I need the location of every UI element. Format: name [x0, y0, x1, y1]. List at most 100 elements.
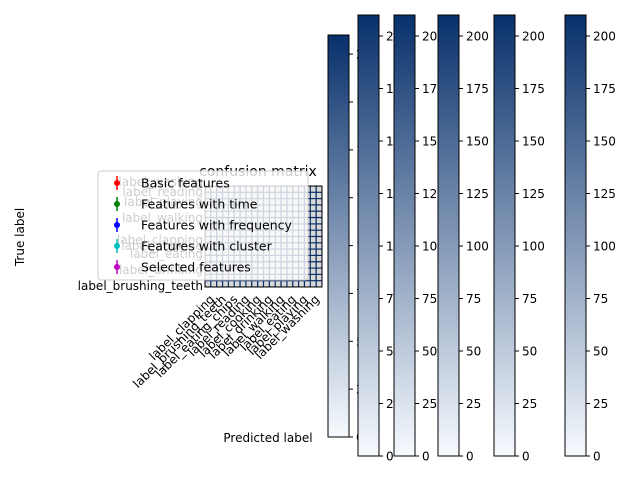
legend-entry: Features with cluster	[114, 239, 273, 254]
heatmap-cell	[316, 243, 322, 249]
colorbar-tick-label: 150	[593, 135, 616, 149]
legend-marker	[114, 243, 120, 249]
x-tick-labels: label_clappinglabel_brushing_teethlabel_…	[130, 292, 322, 391]
heatmap-cell	[310, 268, 316, 274]
heatmap-cell	[310, 237, 316, 243]
colorbar-tick-label: 100	[522, 240, 545, 254]
heatmap-cell	[270, 281, 275, 287]
heatmap-cell	[258, 281, 263, 287]
heatmap-cell	[211, 281, 216, 287]
colorbar-tick-label: 50	[466, 345, 481, 359]
colorbars: 0 25 50 75 100 125 150 175 200 0 25 50 75 100 125 150 17…	[327, 14, 616, 464]
colorbar-gradient	[437, 14, 460, 457]
heatmap-cell	[316, 249, 322, 255]
heatmap-cell	[310, 275, 316, 281]
heatmap-cell	[217, 281, 222, 287]
colorbar-tick-label: 200	[593, 30, 616, 44]
heatmap-cell	[310, 205, 316, 211]
colorbar-tick-label: 0	[466, 450, 474, 464]
heatmap-cell	[229, 281, 234, 287]
colorbar-gradient	[357, 14, 380, 457]
heatmap-cell	[310, 230, 316, 236]
heatmap-cell	[240, 281, 246, 287]
colorbar-tick-label: 0	[386, 450, 394, 464]
legend-label: Features with time	[141, 197, 258, 212]
colorbar-tick-label: 75	[466, 292, 481, 306]
heatmap-cell	[252, 281, 257, 287]
heatmap-cell	[310, 199, 316, 205]
colorbar-tick-label: 175	[593, 82, 616, 96]
colorbar-tick-label: 100	[593, 240, 616, 254]
colorbar-tick-label: 0	[593, 450, 601, 464]
heatmap-cell	[316, 237, 322, 243]
heatmap-cell	[316, 186, 322, 192]
legend-entry: Features with frequency	[114, 218, 293, 233]
legend-label: Basic features	[141, 176, 230, 191]
heatmap-cell	[316, 268, 322, 274]
colorbar-tick-label: 0	[422, 450, 430, 464]
colorbar-tick-label: 125	[522, 187, 545, 201]
colorbar-gradient	[327, 34, 350, 438]
heatmap-cell	[316, 275, 322, 281]
colorbar-tick-label: 75	[422, 292, 437, 306]
heatmap-cell	[316, 224, 322, 230]
colorbar-tick-label: 25	[522, 397, 537, 411]
colorbar-tick-label: 125	[466, 187, 489, 201]
heatmap-cell	[316, 211, 322, 217]
colorbar-tick-label: 125	[593, 187, 616, 201]
heatmap-cell	[287, 281, 293, 287]
heatmap-cell	[310, 243, 316, 249]
heatmap-cell	[310, 186, 316, 192]
heatmap-cell	[205, 281, 211, 287]
heatmap-cell	[316, 262, 322, 268]
legend-entry: Features with time	[114, 197, 258, 212]
legend-marker	[114, 180, 120, 186]
heatmap-cell	[316, 199, 322, 205]
y-axis-label: True label	[13, 208, 27, 267]
heatmap-cell	[281, 281, 287, 287]
heatmap-cell	[275, 281, 281, 287]
heatmap-cell	[316, 281, 322, 287]
heatmap-cell	[310, 256, 316, 262]
colorbar-gradient	[564, 14, 587, 457]
heatmap-cell	[316, 218, 322, 224]
colorbar-tick-label: 150	[466, 135, 489, 149]
colorbar-tick-label: 25	[593, 397, 608, 411]
heatmap-cell	[310, 192, 316, 198]
heatmap-cell	[310, 211, 316, 217]
legend-marker	[114, 201, 120, 207]
legend-frame	[97, 170, 309, 281]
heatmap-cell	[316, 192, 322, 198]
colorbar-tick-label: 200	[522, 30, 545, 44]
colorbar-tick-label: 175	[466, 82, 489, 96]
colorbar-tick-label: 75	[522, 292, 537, 306]
heatmap-cell	[264, 281, 269, 287]
legend-entry: Selected features	[114, 260, 251, 275]
legend: Basic features Features with time Features…	[97, 170, 309, 281]
heatmap-cell	[316, 230, 322, 236]
heatmap-cell	[234, 281, 240, 287]
heatmap-cell	[223, 281, 228, 287]
colorbar-gradient	[493, 14, 516, 457]
legend-label: Features with frequency	[141, 218, 293, 233]
legend-label: Features with cluster	[141, 239, 273, 254]
heatmap-cell	[310, 262, 316, 268]
colorbar-tick-label: 150	[522, 135, 545, 149]
heatmap-cell	[316, 256, 322, 262]
heatmap-cell	[310, 281, 316, 287]
legend-entry: Basic features	[114, 176, 230, 191]
y-tick-label: label_brushing_teeth	[78, 279, 203, 293]
colorbar-tick-label: 50	[522, 345, 537, 359]
heatmap-cell	[305, 281, 310, 287]
heatmap-cell	[310, 218, 316, 224]
heatmap-cell	[310, 224, 316, 230]
heatmap-cell	[310, 249, 316, 255]
heatmap-cell	[299, 281, 304, 287]
legend-label: Selected features	[141, 260, 251, 275]
x-axis-label: Predicted label	[223, 431, 312, 445]
heatmap-cell	[316, 205, 322, 211]
legend-marker	[114, 222, 120, 228]
